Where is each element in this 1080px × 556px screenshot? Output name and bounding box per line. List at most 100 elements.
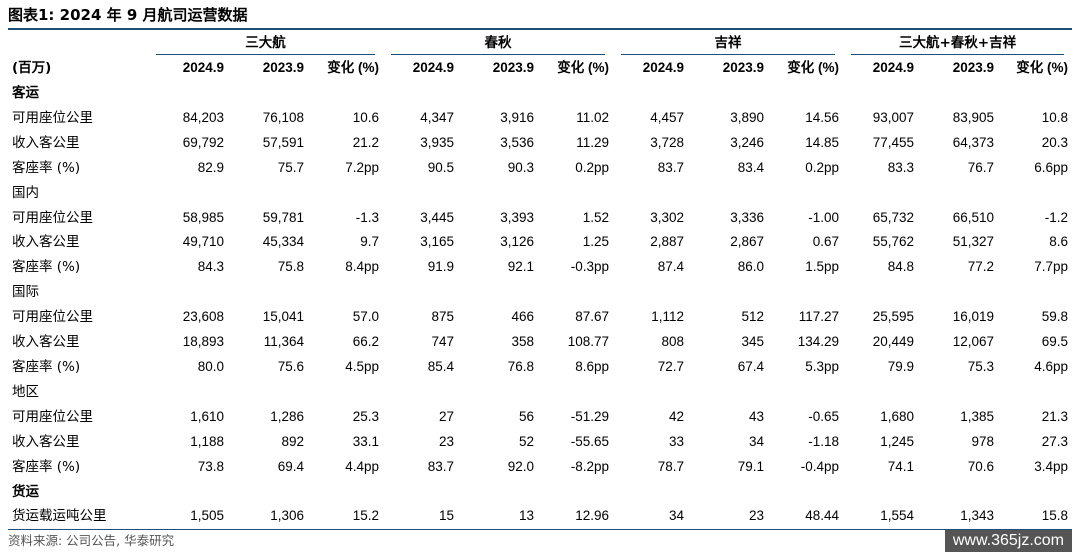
row-label: 收入客公里: [12, 334, 80, 351]
table-cell: 1,505: [148, 504, 228, 531]
table-cell: 45,334: [262, 234, 304, 250]
column-header: 2023.9: [492, 60, 535, 75]
table-cell: [843, 280, 918, 305]
table-cell: 0.2pp: [805, 159, 840, 175]
table-row: 客座率 (%) 84.3 75.8 8.4pp 91.9 92.1 -0.3pp 87.4 86…: [8, 255, 1072, 280]
subsection-row: 地区: [8, 380, 1072, 405]
table-cell: 90.5: [427, 159, 455, 175]
table-cell: [458, 181, 538, 206]
table-cell: 11.02: [576, 109, 610, 125]
table-cell: [843, 181, 918, 206]
table-cell: 57,591: [262, 134, 304, 150]
table-cell: 8.6: [1049, 234, 1069, 250]
table-cell: 69.5: [1041, 334, 1069, 350]
table-cell: 6.6pp: [1034, 159, 1069, 175]
table-cell: 2,867: [730, 234, 765, 250]
table-cell: [613, 81, 688, 106]
table-cell: 85.4: [427, 358, 455, 374]
table-cell: 87.67: [575, 309, 610, 325]
table-cell: [228, 380, 308, 405]
table-cell: 79.9: [887, 358, 915, 374]
table-cell: [383, 480, 458, 505]
table-cell: 69,792: [182, 134, 224, 150]
group-header-spring: 春秋: [383, 31, 613, 55]
table-cell: 3,935: [420, 134, 455, 150]
table-cell: 15.2: [308, 504, 384, 531]
table-cell: [998, 81, 1072, 106]
table-cell: [613, 280, 688, 305]
section-row: 货运: [8, 480, 1072, 505]
table-cell: 92.0: [507, 458, 535, 474]
table-cell: 25,595: [872, 309, 915, 325]
table-cell: 2,887: [650, 234, 685, 250]
table-cell: 73.8: [197, 458, 224, 474]
table-cell: 42: [669, 408, 685, 424]
table-row: 可用座位公里 58,985 59,781 -1.3 3,445 3,393 1.52 3,30…: [8, 206, 1072, 231]
table-cell: 70.6: [967, 458, 995, 474]
table-row: 客座率 (%) 73.8 69.4 4.4pp 83.7 92.0 -8.2pp 78.7 79…: [8, 455, 1072, 480]
table-cell: 4.5pp: [345, 358, 380, 374]
table-cell: 75.6: [277, 358, 304, 374]
table-cell: 56: [518, 408, 535, 424]
source-note: 资料来源: 公司公告, 华泰研究: [8, 533, 175, 548]
table-cell: 512: [741, 309, 765, 325]
row-label: 收入客公里: [12, 234, 80, 251]
table-row: 可用座位公里 23,608 15,041 57.0 875 466 87.67 1,112 51…: [8, 305, 1072, 330]
table-cell: 80.0: [197, 358, 224, 374]
table-cell: [383, 280, 458, 305]
table-cell: [918, 480, 998, 505]
section-row: 客运: [8, 81, 1072, 106]
table-cell: [148, 81, 228, 106]
table-cell: [843, 81, 918, 106]
table-cell: 92.1: [507, 259, 535, 275]
table-cell: 74.1: [887, 458, 915, 474]
table-row: 客座率 (%) 82.9 75.7 7.2pp 90.5 90.3 0.2pp 83.7 83.…: [8, 156, 1072, 181]
table-cell: 91.9: [427, 259, 455, 275]
table-cell: [148, 380, 228, 405]
table-cell: [228, 81, 308, 106]
row-label: 客座率 (%): [12, 458, 81, 475]
table-cell: 108.77: [567, 334, 610, 350]
table-cell: 76.8: [507, 358, 535, 374]
row-label: 客座率 (%): [12, 358, 81, 375]
table-cell: 875: [431, 309, 455, 325]
column-header: 2023.9: [952, 60, 995, 75]
table-cell: [458, 280, 538, 305]
subsection-row: 国际: [8, 280, 1072, 305]
table-cell: 33: [669, 433, 685, 449]
table-cell: 23: [438, 433, 455, 449]
table-cell: -1.2: [1044, 209, 1069, 225]
table-row: 可用座位公里 84,203 76,108 10.6 4,347 3,916 11.02 4,4…: [8, 106, 1072, 131]
row-label: 客运: [12, 85, 39, 101]
table-cell: 16,019: [952, 309, 995, 325]
table-cell: [538, 380, 613, 405]
table-cell: [688, 280, 768, 305]
column-header: 变化 (%): [1016, 60, 1069, 75]
table-cell: [918, 181, 998, 206]
table-cell: [538, 81, 613, 106]
table-cell: -1.3: [355, 209, 380, 225]
table-cell: [768, 181, 843, 206]
table-cell: 1,112: [651, 309, 685, 325]
table-cell: [148, 480, 228, 505]
table-cell: 15: [383, 504, 459, 531]
table-cell: 978: [971, 433, 995, 449]
table-cell: 69.4: [277, 458, 304, 474]
table-cell: 27: [438, 408, 455, 424]
table-cell: 66.2: [352, 334, 380, 350]
column-header: 2024.9: [872, 60, 915, 75]
table-cell: 345: [741, 334, 765, 350]
table-cell: 3,536: [500, 134, 535, 150]
table-cell: [688, 380, 768, 405]
table-cell: [998, 480, 1072, 505]
table-cell: -1.00: [808, 209, 840, 225]
table-cell: [228, 480, 308, 505]
table-cell: 466: [511, 309, 535, 325]
table-cell: 8.4pp: [345, 259, 380, 275]
table-cell: 77.2: [967, 259, 995, 275]
table-cell: 1,554: [843, 504, 919, 531]
table-cell: 3,126: [500, 234, 535, 250]
table-row: 可用座位公里 1,610 1,286 25.3 27 56 -51.29 42 43 -0.65 1…: [8, 405, 1072, 430]
table-cell: 1,680: [880, 408, 915, 424]
table-cell: 20,449: [872, 334, 915, 350]
